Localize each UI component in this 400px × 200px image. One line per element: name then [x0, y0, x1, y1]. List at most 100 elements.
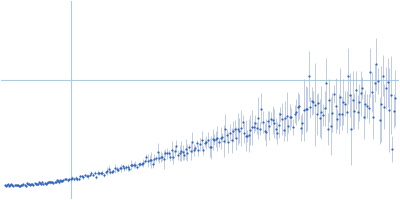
Point [388, 94, 394, 97]
Point [294, 105, 301, 108]
Point [20, 183, 27, 186]
Point [106, 168, 112, 171]
Point [176, 152, 183, 155]
Point [2, 184, 9, 187]
Point [373, 63, 380, 66]
Point [285, 124, 292, 128]
Point [134, 165, 140, 168]
Point [54, 179, 60, 182]
Point [94, 171, 101, 174]
Point [16, 185, 22, 188]
Point [129, 163, 136, 166]
Point [39, 181, 46, 184]
Point [22, 184, 29, 187]
Point [320, 113, 326, 116]
Point [45, 181, 51, 184]
Point [80, 175, 87, 178]
Point [277, 113, 284, 116]
Point [208, 146, 214, 149]
Point [271, 122, 277, 125]
Point [59, 179, 66, 182]
Point [72, 177, 79, 180]
Point [353, 88, 359, 92]
Point [48, 180, 54, 184]
Point [312, 103, 318, 107]
Point [79, 174, 85, 177]
Point [346, 93, 353, 96]
Point [142, 159, 148, 163]
Point [314, 113, 320, 116]
Point [32, 182, 38, 185]
Point [60, 178, 67, 181]
Point [337, 95, 344, 99]
Point [288, 116, 295, 119]
Point [140, 161, 146, 164]
Point [168, 149, 175, 152]
Point [99, 171, 106, 174]
Point [391, 110, 397, 113]
Point [2, 183, 8, 187]
Point [107, 170, 114, 173]
Point [170, 156, 176, 159]
Point [310, 101, 317, 104]
Point [55, 179, 61, 182]
Point [109, 170, 115, 173]
Point [375, 79, 381, 82]
Point [27, 184, 33, 187]
Point [50, 181, 57, 184]
Point [203, 141, 210, 144]
Point [112, 167, 118, 170]
Point [334, 117, 340, 120]
Point [219, 136, 225, 139]
Point [124, 166, 131, 169]
Point [49, 180, 56, 184]
Point [263, 131, 270, 134]
Point [161, 158, 167, 161]
Point [367, 71, 373, 74]
Point [138, 163, 145, 166]
Point [211, 138, 218, 141]
Point [306, 75, 312, 78]
Point [383, 86, 389, 90]
Point [77, 175, 84, 178]
Point [249, 126, 255, 129]
Point [345, 74, 351, 78]
Point [236, 129, 243, 133]
Point [213, 138, 219, 141]
Point [205, 138, 211, 141]
Point [84, 174, 90, 177]
Point [217, 136, 224, 140]
Point [214, 137, 220, 140]
Point [366, 107, 372, 110]
Point [339, 112, 345, 115]
Point [324, 127, 331, 131]
Point [247, 129, 254, 132]
Point [44, 182, 50, 185]
Point [298, 126, 304, 129]
Point [356, 101, 362, 104]
Point [323, 82, 329, 85]
Point [321, 107, 328, 110]
Point [151, 158, 158, 161]
Point [342, 102, 348, 105]
Point [358, 92, 364, 95]
Point [115, 168, 121, 171]
Point [190, 148, 197, 152]
Point [228, 139, 235, 142]
Point [280, 128, 287, 132]
Point [10, 184, 17, 187]
Point [252, 122, 258, 125]
Point [216, 141, 222, 144]
Point [153, 157, 159, 160]
Point [326, 99, 332, 102]
Point [350, 98, 356, 101]
Point [42, 183, 49, 186]
Point [18, 184, 24, 187]
Point [35, 182, 41, 185]
Point [37, 182, 43, 185]
Point [359, 86, 366, 90]
Point [272, 127, 279, 130]
Point [32, 182, 39, 186]
Point [362, 103, 369, 106]
Point [137, 162, 143, 165]
